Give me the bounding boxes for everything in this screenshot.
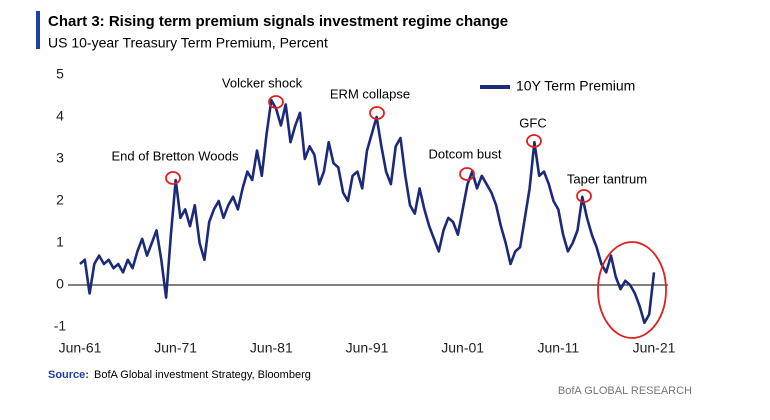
x-tick-label: Jun-21 <box>633 340 676 356</box>
annotation: Taper tantrum <box>567 171 647 186</box>
y-tick-label: 5 <box>56 66 64 82</box>
footer: BofA GLOBAL RESEARCH <box>558 385 692 397</box>
annotation: GFC <box>519 115 546 130</box>
annotation-circle <box>369 106 385 120</box>
annotation: End of Bretton Woods <box>112 148 239 163</box>
series-line <box>79 98 656 325</box>
x-tick-label: Jun-91 <box>346 340 389 356</box>
y-tick-label: 2 <box>56 192 64 208</box>
annotation: Volcker shock <box>222 75 303 90</box>
x-tick-label: Jun-81 <box>250 340 293 356</box>
annotation-circle <box>268 95 284 109</box>
source: BofA Global investment Strategy, Bloombe… <box>94 369 311 381</box>
chart-title: Chart 3: Rising term premium signals inv… <box>48 13 508 30</box>
annotation-circle <box>165 171 181 185</box>
x-tick-label: Jun-71 <box>154 340 197 356</box>
chart-subtitle: US 10-year Treasury Term Premium, Percen… <box>48 35 328 51</box>
annotation: ERM collapse <box>330 86 410 101</box>
annotation-circle <box>459 167 475 181</box>
annotation: Dotcom bust <box>429 146 502 161</box>
annotation-circle <box>526 134 542 148</box>
y-tick-label: 3 <box>56 150 64 166</box>
highlight-circle <box>597 241 667 339</box>
y-tick-label: 0 <box>56 276 64 292</box>
x-tick-label: Jun-11 <box>537 340 579 356</box>
title-accent <box>36 11 40 49</box>
y-tick-label: 4 <box>56 108 64 124</box>
x-tick-label: Jun-01 <box>441 340 484 356</box>
source-label: Source: <box>48 369 89 381</box>
y-tick-label: -1 <box>54 318 67 334</box>
annotation-circle <box>576 189 592 203</box>
x-tick-label: Jun-61 <box>59 340 102 356</box>
legend-label: 10Y Term Premium <box>516 78 635 94</box>
y-tick-label: 1 <box>56 234 64 250</box>
